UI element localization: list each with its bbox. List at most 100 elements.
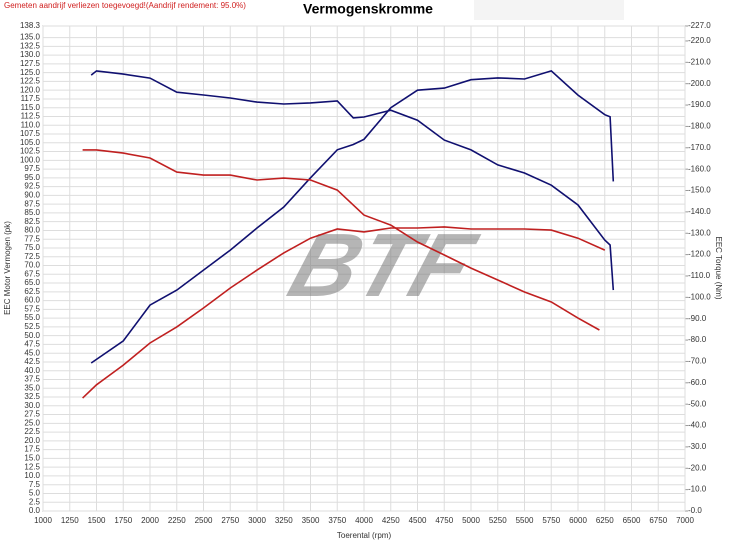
y-tick-label: 102.5 bbox=[20, 147, 41, 156]
x-tick-label: 5000 bbox=[462, 516, 480, 525]
y-tick-label: 95.0 bbox=[24, 173, 40, 182]
y2-tick-label: -30.0 bbox=[688, 442, 707, 451]
y2-tick-label: -170.0 bbox=[688, 143, 711, 152]
y-tick-label: 107.5 bbox=[20, 129, 41, 138]
y-tick-label: 87.5 bbox=[24, 199, 40, 208]
x-tick-label: 2250 bbox=[168, 516, 186, 525]
x-tick-label: 3500 bbox=[302, 516, 320, 525]
y2-tick-label: -180.0 bbox=[688, 122, 711, 131]
y-tick-label: 138.3 bbox=[20, 21, 41, 30]
y2-tick-label: -60.0 bbox=[688, 378, 707, 387]
y2-tick-label: -120.0 bbox=[688, 250, 711, 259]
y-tick-label: 72.5 bbox=[24, 252, 40, 261]
y2-tick-label: -110.0 bbox=[688, 271, 711, 280]
x-tick-label: 1750 bbox=[114, 516, 132, 525]
y-tick-label: 135.0 bbox=[20, 33, 41, 42]
y-tick-label: 60.0 bbox=[24, 296, 40, 305]
y-tick-label: 57.5 bbox=[24, 304, 40, 313]
y-tick-label: 110.0 bbox=[21, 120, 41, 129]
y2-tick-label: -80.0 bbox=[688, 335, 707, 344]
x-tick-label: 1500 bbox=[88, 516, 106, 525]
title-box bbox=[474, 0, 624, 20]
y-tick-label: 22.5 bbox=[24, 427, 40, 436]
subtitle: Gemeten aandrijf verliezen toegevoegd!(A… bbox=[4, 1, 246, 10]
y-tick-label: 5.0 bbox=[29, 489, 41, 498]
x-tick-label: 1250 bbox=[61, 516, 79, 525]
y2-tick-label: -100.0 bbox=[688, 292, 711, 301]
y-tick-label: 65.0 bbox=[24, 278, 40, 287]
x-tick-label: 5750 bbox=[542, 516, 560, 525]
x-tick-label: 6000 bbox=[569, 516, 587, 525]
y-tick-label: 75.0 bbox=[24, 243, 40, 252]
x-tick-label: 4500 bbox=[409, 516, 427, 525]
y-tick-label: 52.5 bbox=[24, 322, 40, 331]
y-tick-label: 12.5 bbox=[24, 462, 40, 471]
y-tick-label: 132.5 bbox=[20, 41, 41, 50]
y2-tick-label: -90.0 bbox=[688, 314, 707, 323]
y-tick-label: 42.5 bbox=[24, 357, 40, 366]
x-axis-label: Toerental (rpm) bbox=[337, 531, 392, 540]
y-tick-label: 85.0 bbox=[24, 208, 40, 217]
y-tick-label: 50.0 bbox=[24, 331, 40, 340]
y-tick-label: 17.5 bbox=[24, 445, 40, 454]
y-tick-label: 125.0 bbox=[20, 68, 41, 77]
y2-tick-label: -50.0 bbox=[688, 399, 707, 408]
y2-tick-label: -200.0 bbox=[688, 79, 711, 88]
y2-tick-label: -190.0 bbox=[688, 100, 711, 109]
y2-tick-label: -220.0 bbox=[688, 36, 711, 45]
y-tick-label: 0.0 bbox=[29, 506, 41, 515]
y2-tick-label: -20.0 bbox=[688, 463, 707, 472]
x-tick-label: 6500 bbox=[623, 516, 641, 525]
y-tick-label: 130.0 bbox=[20, 50, 41, 59]
y-tick-label: 55.0 bbox=[24, 313, 40, 322]
y-tick-label: 100.0 bbox=[20, 155, 41, 164]
x-tick-label: 2750 bbox=[221, 516, 239, 525]
y-tick-label: 2.5 bbox=[29, 497, 41, 506]
y-tick-label: 20.0 bbox=[24, 436, 40, 445]
line-series bbox=[90, 70, 615, 364]
y2-tick-label: -150.0 bbox=[688, 186, 711, 195]
y-tick-label: 90.0 bbox=[24, 190, 40, 199]
y-tick-label: 15.0 bbox=[24, 454, 40, 463]
x-tick-label: 2000 bbox=[141, 516, 159, 525]
y-tick-label: 120.0 bbox=[20, 85, 41, 94]
y-tick-label: 97.5 bbox=[24, 164, 40, 173]
y-tick-label: 32.5 bbox=[24, 392, 40, 401]
logo: BTF bbox=[278, 214, 488, 315]
line-series bbox=[90, 70, 615, 291]
y-tick-label: 30.0 bbox=[24, 401, 40, 410]
y-tick-label: 80.0 bbox=[24, 226, 40, 235]
y-tick-label: 77.5 bbox=[24, 234, 40, 243]
y-tick-label: 25.0 bbox=[24, 418, 40, 427]
y-tick-label: 115.0 bbox=[21, 103, 41, 112]
y-tick-label: 70.0 bbox=[24, 261, 40, 270]
y-tick-label: 92.5 bbox=[24, 182, 40, 191]
y2-tick-label: -130.0 bbox=[688, 228, 711, 237]
y-tick-label: 40.0 bbox=[24, 366, 40, 375]
y2-tick-label: -140.0 bbox=[688, 207, 711, 216]
x-tick-label: 4250 bbox=[382, 516, 400, 525]
line-series bbox=[82, 149, 600, 331]
y-tick-label: 27.5 bbox=[24, 410, 40, 419]
y-tick-label: 112.5 bbox=[21, 112, 41, 121]
y2-tick-label: -160.0 bbox=[688, 164, 711, 173]
x-tick-label: 6250 bbox=[596, 516, 614, 525]
x-tick-label: 3750 bbox=[328, 516, 346, 525]
x-tick-label: 5250 bbox=[489, 516, 507, 525]
x-tick-label: 4750 bbox=[435, 516, 453, 525]
y-tick-label: 35.0 bbox=[24, 383, 40, 392]
y2-tick-label: -227.0 bbox=[688, 21, 711, 30]
y-tick-label: 122.5 bbox=[20, 77, 41, 86]
y-tick-label: 62.5 bbox=[24, 287, 40, 296]
x-tick-label: 2500 bbox=[195, 516, 213, 525]
y2-tick-label: -40.0 bbox=[688, 421, 707, 430]
y-tick-label: 105.0 bbox=[20, 138, 41, 147]
x-tick-label: 3000 bbox=[248, 516, 266, 525]
y-tick-label: 67.5 bbox=[24, 269, 40, 278]
y-tick-label: 82.5 bbox=[24, 217, 40, 226]
y2-tick-label: -10.0 bbox=[688, 485, 707, 494]
y2-tick-label: -70.0 bbox=[688, 357, 707, 366]
y2-axis-label: EEC Torque (Nm) bbox=[714, 237, 723, 300]
